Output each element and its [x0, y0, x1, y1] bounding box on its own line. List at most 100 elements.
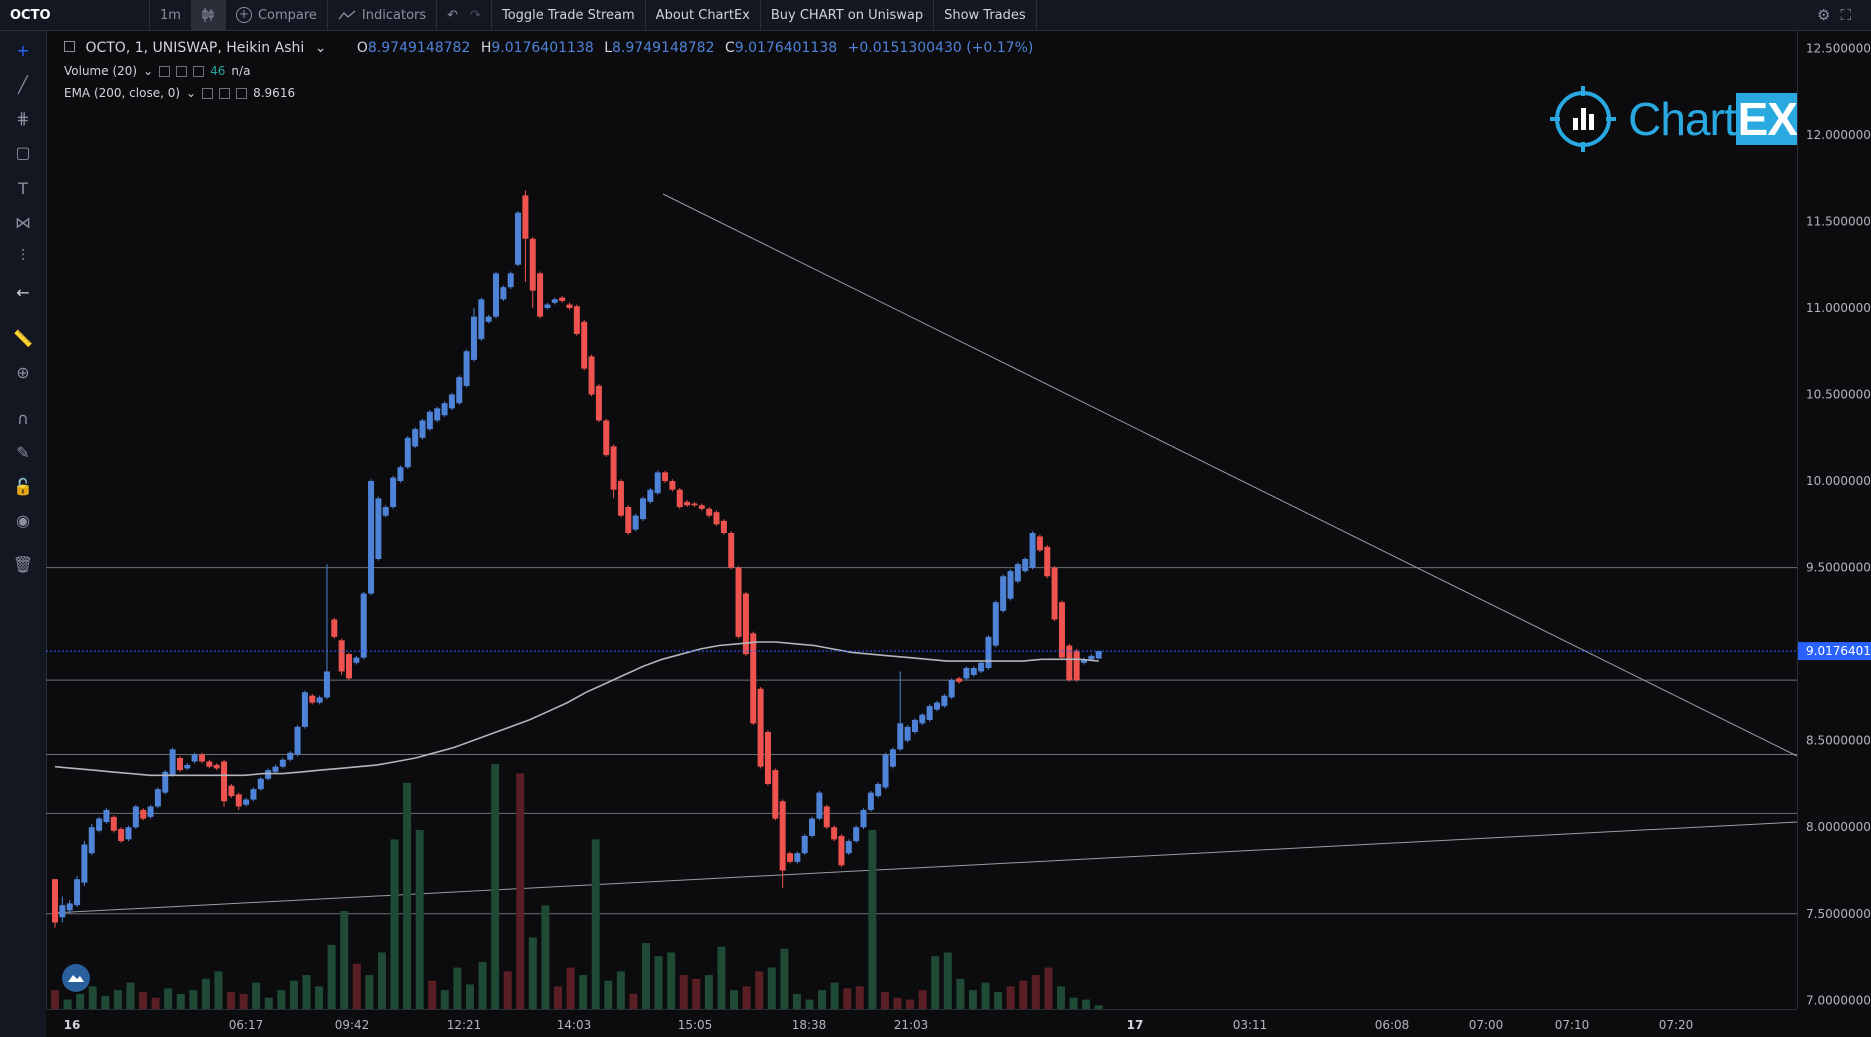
eye-toggle-icon[interactable] — [159, 65, 171, 77]
volume-bar — [679, 975, 688, 1009]
rectangle-icon[interactable]: ▢ — [15, 142, 31, 162]
volume-bar — [579, 975, 588, 1009]
volume-bar — [717, 946, 726, 1009]
logo-text-chart: Chart — [1628, 93, 1736, 145]
fullscreen-icon[interactable]: ⛶ — [1840, 6, 1851, 24]
trash-icon[interactable]: 🗑 — [12, 554, 34, 574]
time-tick-label: 21:03 — [894, 1018, 929, 1032]
symbol-search[interactable]: OCTO — [0, 0, 150, 30]
zoom-in-icon[interactable]: ⊕ — [16, 362, 30, 382]
eye-icon[interactable]: ◉ — [16, 510, 30, 530]
candle-body — [691, 503, 698, 506]
back-arrow-icon[interactable]: ← — [16, 282, 30, 302]
settings-icon[interactable] — [219, 87, 231, 99]
eye-toggle-icon[interactable] — [202, 87, 214, 99]
candle-body — [779, 801, 786, 871]
redo-icon[interactable]: ↷ — [470, 7, 481, 23]
candle-body — [978, 662, 985, 672]
candle-body — [243, 799, 250, 805]
volume-bar — [968, 990, 977, 1009]
time-tick-label: 12:21 — [447, 1018, 482, 1032]
support-trendline[interactable] — [51, 821, 1798, 914]
price-tick-label: 9.5000000 — [1806, 561, 1871, 575]
volume-label[interactable]: Volume (20) — [64, 64, 138, 78]
magnet-icon[interactable]: ∩ — [17, 408, 29, 428]
candle-body — [515, 212, 522, 265]
chevron-down-icon[interactable]: ⌄ — [186, 86, 197, 100]
gear-icon[interactable]: ⚙ — [1817, 6, 1831, 24]
candle-body — [956, 678, 963, 682]
candle-body — [772, 770, 779, 819]
buy-chart-button[interactable]: Buy CHART on Uniswap — [761, 0, 935, 30]
price-tick-label: 7.0000000 — [1806, 993, 1871, 1007]
candle-body — [213, 764, 220, 769]
candle-body — [831, 827, 838, 840]
chevron-down-icon[interactable]: ⌄ — [314, 40, 327, 56]
last-price-badge — [1798, 642, 1871, 661]
about-chartex-button[interactable]: About ChartEx — [646, 0, 761, 30]
candle-body — [88, 827, 95, 854]
close-icon[interactable] — [193, 65, 205, 77]
time-axis[interactable]: 16 06:17 09:42 12:21 14:03 15:05 18:38 21:03 17 0… — [46, 1009, 1797, 1037]
crosshair-icon[interactable]: + — [16, 40, 30, 60]
volume-bar — [289, 980, 298, 1009]
volume-bar — [805, 999, 814, 1009]
resistance-trendline[interactable] — [662, 193, 1798, 757]
text-tool-icon[interactable]: T — [18, 178, 28, 198]
pattern-icon[interactable]: ⋈ — [15, 212, 31, 232]
settings-icon[interactable] — [176, 65, 188, 77]
candle-body — [279, 759, 286, 767]
candle-body — [59, 905, 66, 918]
compare-button[interactable]: + Compare — [226, 0, 328, 30]
price-tick-label: 11.5000000 — [1806, 214, 1871, 228]
volume-bar — [277, 990, 286, 1009]
candle-body — [338, 640, 345, 672]
candle-body — [941, 695, 948, 707]
trend-line-icon[interactable]: ╱ — [18, 74, 28, 94]
fib-tool-icon[interactable]: ⋕ — [16, 108, 30, 128]
interval-button[interactable]: 1m — [150, 0, 192, 30]
volume-bar — [981, 982, 990, 1009]
candle-body — [1058, 602, 1065, 658]
volume-bar — [553, 986, 562, 1009]
price-axis[interactable]: 12.5000000 12.0000000 11.5000000 11.0000000… — [1797, 31, 1871, 1009]
series-title[interactable]: OCTO, 1, UNISWAP, Heikin Ashi — [85, 40, 305, 56]
candle-body — [147, 806, 154, 817]
lock-icon[interactable]: 🔓 — [13, 476, 33, 496]
candle-body — [654, 472, 661, 494]
volume-bar — [868, 829, 877, 1009]
toggle-trade-stream-button[interactable]: Toggle Trade Stream — [492, 0, 646, 30]
tradingview-badge[interactable] — [62, 964, 90, 992]
candle-body — [360, 593, 367, 658]
undo-icon[interactable]: ↶ — [447, 7, 459, 23]
prediction-icon[interactable]: ⫶ — [20, 246, 25, 265]
time-tick-label: 09:42 — [335, 1018, 370, 1032]
volume-bar — [113, 990, 122, 1009]
ema-label[interactable]: EMA (200, close, 0) — [64, 86, 181, 100]
close-value: 9.0176401138 — [734, 40, 838, 56]
candle-body — [118, 828, 125, 842]
candle-body — [875, 783, 882, 797]
lock-drawing-icon[interactable]: ✎ — [16, 442, 30, 462]
candle-body — [809, 818, 816, 836]
open-label: O — [356, 40, 368, 56]
candle-body — [287, 752, 294, 760]
volume-bar — [880, 992, 889, 1009]
candle-body — [103, 809, 110, 823]
volume-bar — [730, 990, 739, 1009]
indicators-button[interactable]: Indicators — [328, 0, 438, 30]
show-trades-button[interactable]: Show Trades — [934, 0, 1037, 30]
time-tick-label: 15:05 — [678, 1018, 713, 1032]
chevron-down-icon[interactable]: ⌄ — [143, 64, 154, 78]
candle-body — [603, 420, 610, 456]
collapse-icon[interactable] — [64, 41, 75, 52]
ema-value: 8.9616 — [253, 86, 296, 100]
candle-style-button[interactable] — [191, 0, 226, 30]
candle-body — [823, 806, 830, 828]
ruler-icon[interactable]: 📏 — [13, 328, 33, 348]
close-icon[interactable] — [236, 87, 248, 99]
candle-body — [176, 758, 183, 771]
candle-body — [963, 667, 970, 679]
candle-body — [970, 667, 977, 675]
